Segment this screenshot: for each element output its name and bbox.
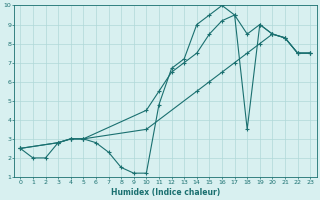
X-axis label: Humidex (Indice chaleur): Humidex (Indice chaleur) (111, 188, 220, 197)
